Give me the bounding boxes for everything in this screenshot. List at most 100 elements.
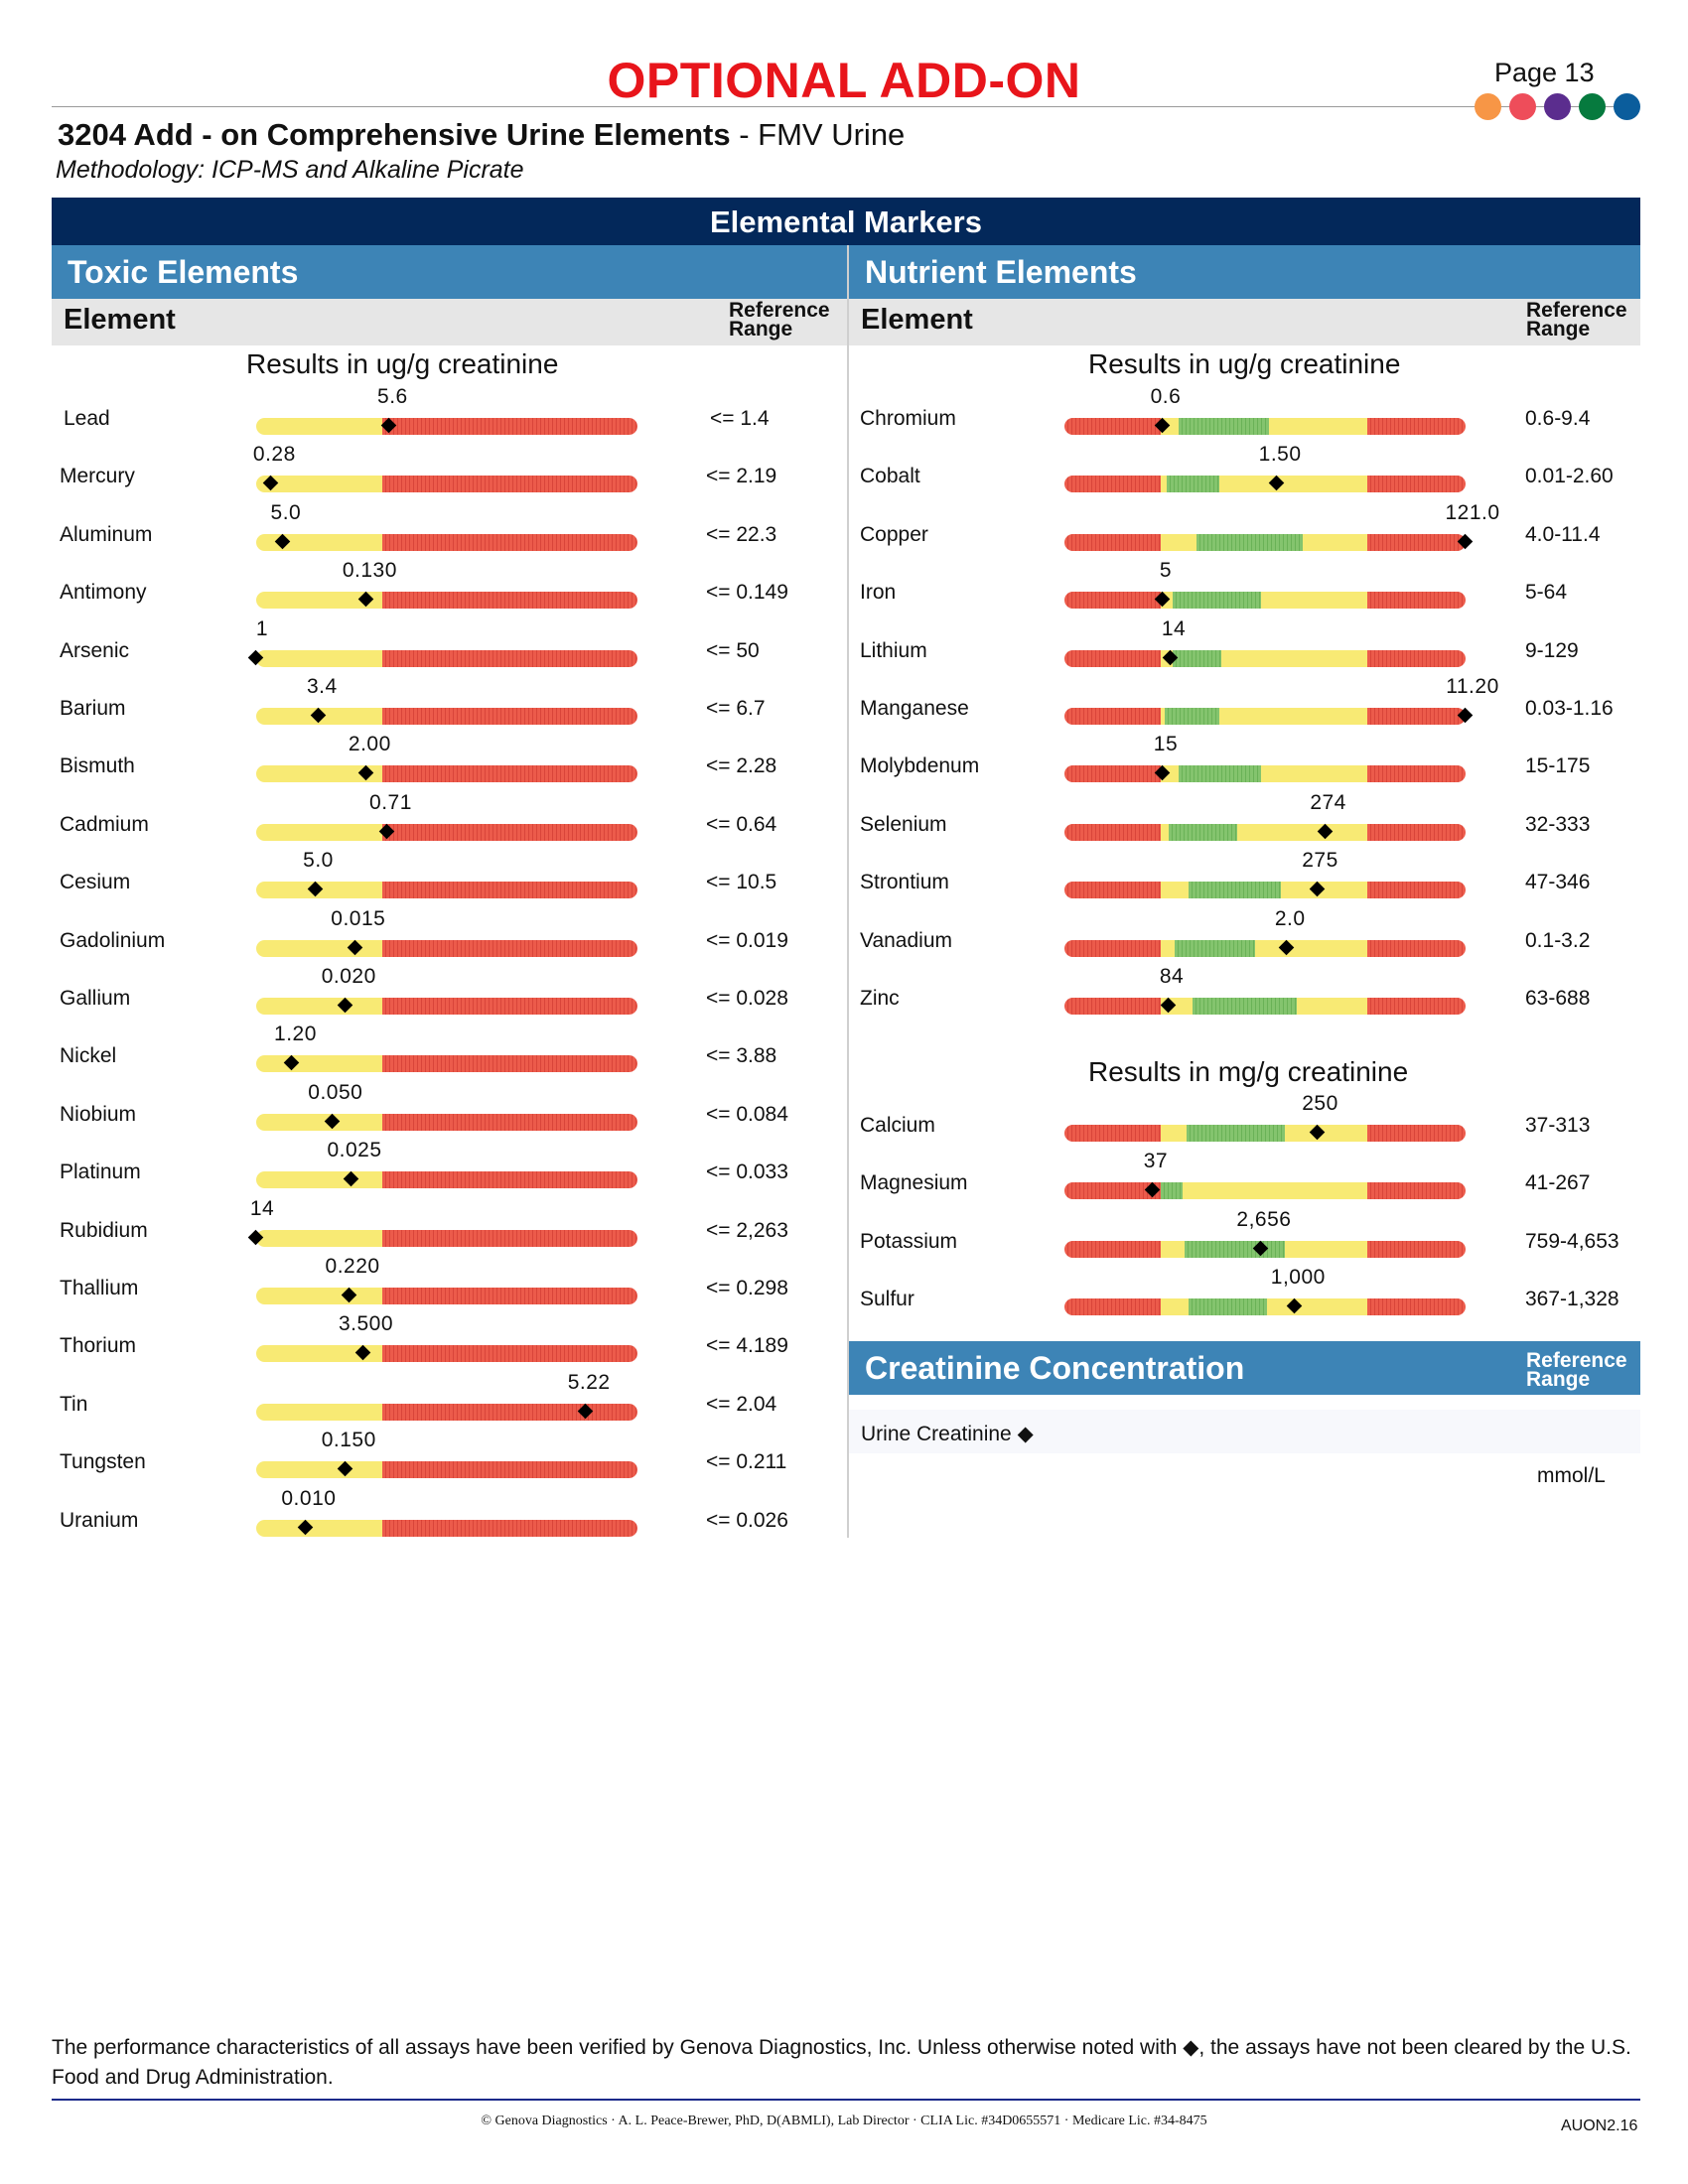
optimal-zone [1179, 418, 1270, 435]
toxic-element-row: Barium 3.4 <= 6.7 [0, 675, 1688, 733]
borderline-high-zone [1281, 882, 1368, 899]
borderline-high-zone [1218, 476, 1367, 493]
brand-dot [1614, 93, 1640, 120]
high-zone [1367, 765, 1466, 783]
borderline-low-zone [1160, 708, 1165, 725]
nutrient-mg-element-name: Calcium [860, 1114, 935, 1137]
toxic-element-result-value: 1.20 [274, 1023, 317, 1046]
toxic-element-reference-range: <= 4.189 [706, 1334, 788, 1358]
high-zone [1367, 708, 1466, 725]
normal-zone [256, 1113, 382, 1131]
nutrient-element-row: Strontium 275 47-346 [0, 849, 1688, 906]
low-zone [1064, 765, 1161, 783]
nutrient-element-reference-range: 32-333 [1525, 812, 1591, 836]
borderline-high-zone [1254, 939, 1367, 957]
column-divider [847, 245, 849, 1538]
toxic-element-reference-range: <= 0.084 [706, 1102, 788, 1126]
nutrient-element-reference-range: 63-688 [1525, 987, 1591, 1010]
high-zone [1367, 823, 1466, 841]
nutrient-element-name: Copper [860, 522, 928, 546]
normal-zone [256, 476, 382, 493]
nutrient-mg-element-reference-range: 37-313 [1525, 1114, 1591, 1137]
toxic-element-result-value: 0.220 [325, 1255, 380, 1278]
optimal-zone [1160, 1182, 1184, 1200]
optimal-zone [1169, 823, 1237, 841]
page-number: Page 13 [1494, 58, 1595, 87]
nutrient-element-row: Molybdenum 15 15-175 [0, 733, 1688, 790]
toxic-element-range-bar [256, 765, 637, 783]
optional-add-on-title: OPTIONAL ADD-ON [607, 53, 1081, 108]
toxic-element-reference-range: <= 0.019 [706, 928, 788, 952]
nutrient-element-result-value: 2.0 [1274, 906, 1306, 930]
nutrient-element-reference-range: 5-64 [1525, 581, 1568, 605]
high-zone [381, 592, 637, 610]
optimal-zone [1189, 1298, 1267, 1316]
borderline-high-zone [1297, 998, 1367, 1015]
borderline-high-zone [1285, 1240, 1367, 1258]
high-zone [381, 1171, 637, 1189]
optimal-zone [1189, 882, 1282, 899]
elemental-markers-header: Elemental Markers [52, 198, 1640, 245]
nutrient-element-result-value: 121.0 [1445, 500, 1500, 524]
toxic-element-result-value: 0.015 [331, 906, 386, 930]
toxic-element-row: Tungsten 0.150 <= 0.211 [0, 1429, 1688, 1486]
toxic-element-result-value: 0.150 [321, 1429, 376, 1452]
toxic-element-range-bar [256, 418, 637, 435]
normal-zone [256, 1403, 382, 1421]
normal-zone [256, 1055, 382, 1073]
low-zone [1064, 476, 1161, 493]
toxic-element-range-bar [256, 1055, 637, 1073]
nutrient-element-name: Selenium [860, 812, 947, 836]
toxic-element-row: Gallium 0.020 <= 0.028 [0, 965, 1688, 1023]
high-zone [381, 765, 637, 783]
high-zone [381, 939, 637, 957]
borderline-low-zone [1160, 1240, 1186, 1258]
borderline-high-zone [1218, 708, 1367, 725]
high-zone [1367, 1125, 1466, 1142]
nutrient-element-row: Manganese 11.20 0.03-1.16 [0, 675, 1688, 733]
borderline-high-zone [1303, 533, 1367, 551]
nutrient-element-range-bar [1064, 765, 1466, 783]
toxic-element-reference-range: <= 6.7 [706, 697, 766, 720]
toxic-element-reference-range: <= 2.19 [706, 465, 777, 488]
nutrient-element-result-value: 275 [1302, 849, 1338, 873]
high-zone [1367, 592, 1466, 610]
high-zone [381, 882, 637, 899]
nutrient-mg-element-range-bar [1064, 1182, 1466, 1200]
toxic-element-reference-range: <= 0.149 [706, 581, 788, 605]
toxic-element-range-bar [256, 882, 637, 899]
nutrient-mg-element-range-bar [1064, 1125, 1466, 1142]
nutrient-element-reference-range: 0.03-1.16 [1525, 697, 1614, 720]
toxic-element-name: Gadolinium [60, 928, 166, 952]
toxic-column-header: Element Reference Range [52, 299, 847, 345]
test-title: 3204 Add - on Comprehensive Urine Elemen… [58, 117, 905, 153]
nutrient-mg-element-row: Magnesium 37 41-267 [0, 1150, 1688, 1207]
toxic-element-range-bar [256, 1229, 637, 1247]
toxic-element-row: Rubidium 14 <= 2,263 [0, 1197, 1688, 1255]
high-zone [381, 418, 637, 435]
toxic-element-row: Thallium 0.220 <= 0.298 [0, 1255, 1688, 1312]
toxic-element-col: Element [64, 304, 176, 336]
normal-zone [256, 418, 382, 435]
optimal-zone [1185, 1240, 1286, 1258]
toxic-element-reference-range: <= 0.033 [706, 1160, 788, 1184]
brand-dot [1475, 93, 1501, 120]
urine-creatinine-row: Urine Creatinine ◆ [849, 1410, 1640, 1453]
toxic-element-name: Thallium [60, 1277, 139, 1299]
nutrient-mg-element-row: Calcium 250 37-313 [0, 1092, 1688, 1150]
optimal-zone [1173, 649, 1221, 667]
nutrient-element-range-bar [1064, 823, 1466, 841]
toxic-element-row: Uranium 0.010 <= 0.026 [0, 1487, 1688, 1545]
high-zone [1367, 476, 1466, 493]
toxic-element-name: Uranium [60, 1508, 139, 1532]
optimal-zone [1196, 533, 1304, 551]
nutrient-element-row: Iron 5 5-64 [0, 559, 1688, 616]
toxic-element-reference-range: <= 3.88 [706, 1044, 777, 1068]
toxic-element-row: Platinum 0.025 <= 0.033 [0, 1139, 1688, 1196]
nutrient-element-range-bar [1064, 649, 1466, 667]
toxic-element-reference-range: <= 22.3 [706, 522, 777, 546]
high-zone [1367, 533, 1466, 551]
nutrient-elements-header: Nutrient Elements [849, 245, 1640, 299]
toxic-element-result-value: 14 [249, 1196, 275, 1220]
high-zone [381, 649, 637, 667]
